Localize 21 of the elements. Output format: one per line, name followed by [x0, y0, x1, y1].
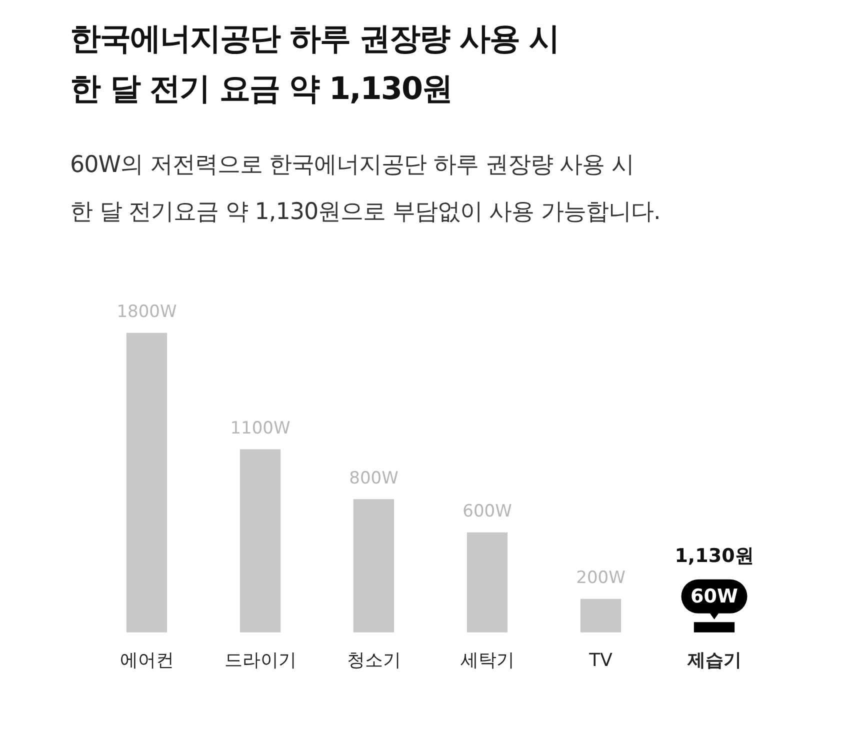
- bar: [694, 622, 735, 632]
- data-label: 200W: [576, 568, 626, 588]
- annotation: 1,130원: [674, 544, 754, 567]
- bar: [466, 532, 508, 632]
- data-label: 800W: [349, 468, 399, 488]
- data-label: 600W: [462, 502, 512, 522]
- x-tick-label: 제습기: [686, 650, 742, 671]
- chart-subtitle: 60W의 저전력으로 한국에너지공단 하루 권장량 사용 시 한 달 전기요금 약 1,130원으로 부담없이 사용 가능합니다.: [70, 151, 660, 227]
- x-tick-label: 드라이기: [224, 650, 296, 671]
- data-label: 1800W: [116, 302, 177, 322]
- chart-title: 한국에너지공단 하루 권장량 사용 시 한 달 전기 요금 약 1,130원: [70, 20, 560, 109]
- x-tick-label: 에어컨: [120, 650, 174, 671]
- x-tick-label: 세탁기: [460, 650, 514, 671]
- data-label: 1100W: [230, 418, 290, 438]
- bar: [240, 449, 281, 632]
- x-tick-label: 청소기: [346, 650, 401, 671]
- x-tick-label: TV: [588, 650, 614, 671]
- bar: [353, 499, 394, 632]
- data-label: 60W: [690, 585, 738, 608]
- bar: [580, 598, 622, 632]
- bar: [126, 332, 168, 632]
